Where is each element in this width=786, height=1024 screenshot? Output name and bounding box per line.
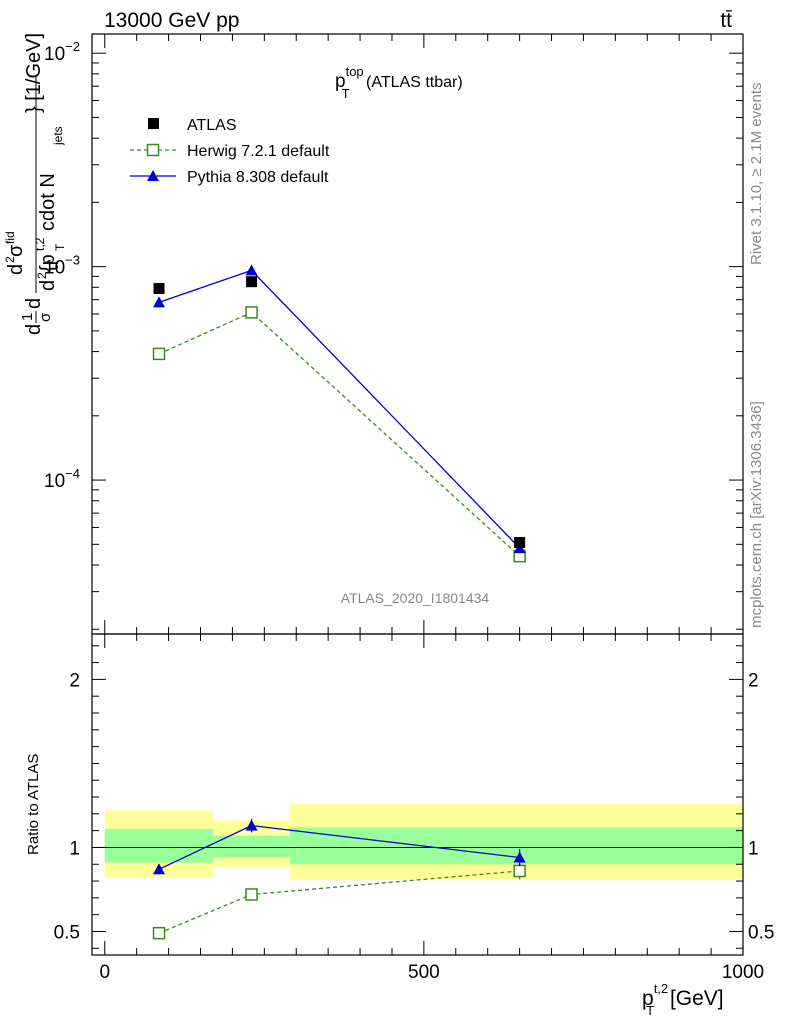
ratio-herwig-point: [152, 926, 166, 940]
svg-text:d: d: [37, 280, 59, 291]
herwig-point: [152, 347, 166, 361]
legend: ATLAS Herwig 7.2.1 default Pythia 8.308 …: [130, 117, 330, 186]
x-tick-label: 1000: [722, 962, 764, 983]
ratio-herwig-point: [513, 864, 526, 878]
svg-text:fid: fid: [3, 231, 17, 244]
ratio-y-tick-label-right: 2: [748, 670, 759, 691]
herwig-line: [158, 311, 521, 557]
plot-title: ptop T (ATLAS ttbar): [335, 64, 463, 101]
ratio-frame: [91, 633, 744, 956]
process-label: tt̄: [720, 9, 732, 32]
ratio-y-tick-label-right: 0.5: [748, 922, 774, 943]
atlas-point: [246, 276, 258, 288]
x-tick-label: 500: [408, 962, 440, 983]
ratio-band-inner-1: [213, 835, 290, 858]
ratio-y-tick-label: 1: [69, 838, 80, 859]
ratio-pythia-point: [513, 851, 526, 863]
mcplots-label: mcplots.cern.ch [arXiv:1306.3436]: [748, 401, 765, 628]
main-y-axis-label: d 1 σ d d 2 σ fid d 2 {p t,2 T cdot N je…: [3, 33, 67, 335]
svg-text:{p: {p: [37, 254, 59, 272]
energy-label: 13000 GeV pp: [104, 9, 239, 32]
svg-text:1: 1: [19, 313, 36, 321]
svg-text:cdot N: cdot N: [37, 173, 59, 231]
pythia-point: [245, 264, 258, 276]
main-y-tick-label: 10−3: [44, 253, 80, 279]
legend-marker-herwig: [146, 143, 160, 157]
legend-marker-atlas: [148, 118, 159, 129]
svg-text:2: 2: [3, 256, 17, 263]
ratio-panel: 0 500 1000 0.5 0.5 1 1 2 2: [54, 633, 774, 983]
svg-text:T: T: [53, 243, 67, 251]
svg-text:t,2: t,2: [33, 237, 47, 251]
svg-text:d: d: [23, 298, 45, 309]
legend-label-atlas: ATLAS: [187, 117, 237, 134]
svg-text:d: d: [5, 264, 27, 275]
svg-text:jets: jets: [51, 126, 65, 146]
ratio-herwig-line: [158, 870, 520, 934]
svg-text:σ: σ: [5, 244, 27, 257]
legend-label-pythia: Pythia 8.308 default: [187, 169, 329, 186]
main-y-tick-label: 10−4: [44, 466, 80, 492]
svg-text:2: 2: [35, 272, 49, 279]
ratio-pythia-point: [245, 819, 258, 831]
atlas-point: [514, 536, 526, 548]
legend-label-herwig: Herwig 7.2.1 default: [187, 143, 330, 160]
x-tick-label: 0: [99, 962, 110, 983]
ratio-y-tick-label: 0.5: [54, 922, 80, 943]
svg-text:σ: σ: [37, 312, 54, 322]
legend-marker-pythia: [147, 170, 159, 181]
ratio-band-inner-0: [104, 828, 214, 863]
pythia-line: [158, 269, 521, 549]
pythia-point: [153, 296, 166, 308]
ratio-y-axis-label: Ratio to ATLAS: [25, 754, 42, 855]
ratio-y-tick-label: 2: [69, 670, 80, 691]
rivet-label: Rivet 3.1.10, ≥ 2.1M events: [748, 83, 765, 266]
svg-text:d: d: [23, 324, 45, 335]
ratio-herwig-point: [245, 888, 258, 901]
analysis-watermark: ATLAS_2020_I1801434: [341, 590, 490, 606]
ratio-pythia-point: [153, 863, 166, 875]
herwig-point: [245, 306, 258, 319]
x-axis-label: pt,2 T [GeV]: [642, 981, 724, 1018]
main-y-tick-label: 10−2: [44, 39, 80, 65]
ratio-y-tick-label-right: 1: [748, 838, 759, 859]
atlas-point: [153, 282, 165, 294]
svg-text:} [1/GeV]: } [1/GeV]: [23, 33, 45, 113]
